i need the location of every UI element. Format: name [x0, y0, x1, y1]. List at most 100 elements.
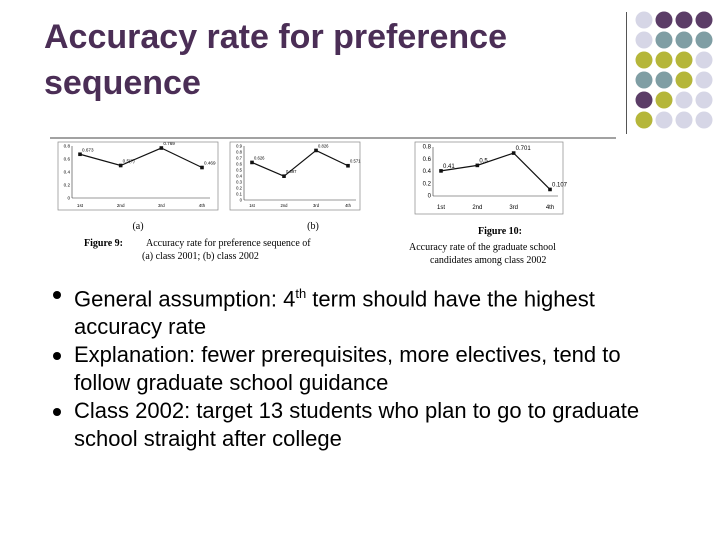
chart-y-tick-label: 0.6: [236, 162, 242, 167]
decor-dot: [675, 91, 693, 109]
bullet-text-cont: term should have the highest accuracy ra…: [74, 286, 595, 340]
decor-dot: [675, 71, 693, 89]
chart-y-tick-label: 0.8: [236, 150, 242, 155]
decor-dot: [675, 31, 693, 49]
chart-y-tick-label: 0: [240, 198, 243, 203]
decor-dot: [675, 51, 693, 69]
bullet-text: Explanation: fewer prerequisites, more e…: [74, 342, 621, 396]
chart-data-label: 0.5(?): [123, 159, 135, 164]
chart-x-tick-label: 1st: [77, 203, 84, 208]
chart-data-label: 0.571: [350, 159, 361, 164]
chart-data-label: 0.826: [318, 143, 329, 148]
chart-y-tick-label: 0.6: [64, 157, 71, 162]
decor-dot: [635, 11, 653, 29]
decor-dot: [635, 91, 653, 109]
chart-x-tick-label: 4th: [345, 203, 351, 208]
chart-data-point: [439, 169, 443, 173]
chart-x-tick-label: 1st: [437, 205, 445, 211]
decor-dot: [695, 111, 713, 129]
decor-dot: [635, 31, 653, 49]
chart-data-label: 0.769: [163, 141, 175, 146]
decor-dot: [655, 111, 673, 129]
chart-data-label: 0.701: [516, 146, 532, 152]
chart-x-tick-label: 3rd: [509, 205, 518, 211]
chart-data-point: [250, 160, 254, 165]
chart-y-tick-label: 0.2: [64, 183, 71, 188]
chart-x-tick-label: 3rd: [158, 203, 165, 208]
chart-y-tick-label: 0.6: [423, 157, 432, 163]
chart-data-point: [200, 165, 204, 170]
figure9-caption-line2: (a) class 2001; (b) class 2002: [142, 251, 259, 262]
bullet-item-assumption: General assumption: 4th term should have…: [50, 280, 650, 341]
chart-y-tick-label: 0.4: [64, 170, 71, 175]
decor-dot: [635, 111, 653, 129]
decor-dot: [675, 11, 693, 29]
decor-dot: [635, 51, 653, 69]
decor-dot: [635, 71, 653, 89]
title-divider: [626, 12, 627, 134]
figure10-label: Figure 10:: [478, 226, 522, 237]
figure9-caption-line1: Accuracy rate for preference sequence of: [146, 238, 311, 249]
figure-image: 0.8 0.6 0.4 0.2 0 1st 2nd 3rd 4th 0.673 0.5(?) 0.76…: [50, 137, 616, 266]
chart-x-tick-label: 2nd: [117, 203, 125, 208]
chart-x-tick-label: 4th: [199, 203, 206, 208]
panel-fig10-frame: [414, 141, 564, 215]
chart-y-tick-label: 0: [428, 194, 432, 200]
decor-dot: [655, 11, 673, 29]
chart-y-tick-label: 0: [67, 196, 70, 201]
chart-data-label: 0.626: [254, 155, 265, 160]
chart-x-tick-label: 4th: [546, 205, 554, 211]
decor-dot: [655, 51, 673, 69]
chart-y-tick-label: 0.2: [236, 186, 242, 191]
chart-series-line: [251, 149, 349, 177]
decor-dot: [675, 111, 693, 129]
chart-y-tick-label: 0.5: [236, 168, 242, 173]
chart-y-tick-label: 0.7: [236, 156, 242, 161]
decor-dot: [695, 91, 713, 109]
bullet-list: General assumption: 4th term should have…: [50, 280, 650, 453]
bullet-text: Class 2002: target 13 students who plan …: [74, 398, 640, 452]
chart-data-point: [548, 187, 552, 192]
bullet-item-class2002: Class 2002: target 13 students who plan …: [50, 397, 650, 453]
figure9-label: Figure 9:: [84, 238, 123, 249]
bullet-text: General assumption: 4: [74, 286, 296, 312]
chart-data-point: [159, 146, 164, 150]
chart-data-label: 0.5: [479, 158, 488, 164]
chart-data-label: 0.673: [82, 147, 94, 152]
chart-y-tick-label: 0.1: [236, 192, 242, 197]
decor-dot: [695, 11, 713, 29]
decor-dot: [655, 71, 673, 89]
subcaption-a: (a): [132, 221, 143, 232]
decor-dot: [695, 51, 713, 69]
bullet-dot-icon: [53, 352, 61, 361]
chart-y-tick-label: 0.2: [423, 181, 432, 187]
chart-series-line: [79, 147, 203, 169]
chart-data-point: [511, 151, 516, 155]
chart-x-tick-label: 2nd: [472, 205, 482, 211]
panel-b-frame: [229, 141, 361, 211]
decorative-dot-grid: [635, 11, 713, 129]
slide-title: Accuracy rate for preference sequence: [44, 18, 508, 102]
decor-dot: [655, 91, 673, 109]
figure10-caption-line1: Accuracy rate of the graduate school: [409, 242, 556, 253]
chart-x-tick-label: 2nd: [281, 203, 289, 208]
bullet-item-explanation: Explanation: fewer prerequisites, more e…: [50, 341, 650, 397]
chart-y-tick-label: 0.9: [236, 144, 242, 149]
chart-data-point: [282, 174, 286, 178]
chart-series-line: [440, 152, 551, 190]
decor-dot: [695, 31, 713, 49]
decor-dot: [655, 31, 673, 49]
chart-data-point: [346, 163, 350, 168]
chart-data-point: [118, 163, 123, 168]
chart-x-tick-label: 3rd: [313, 203, 320, 208]
figure10-caption-line2: candidates among class 2002: [430, 255, 546, 266]
chart-data-label: 0.107: [552, 182, 568, 188]
chart-y-tick-label: 0.4: [236, 174, 242, 179]
chart-data-label: 0.469: [204, 161, 216, 166]
bullet-superscript: th: [295, 286, 307, 301]
chart-data-point: [314, 148, 318, 153]
bullet-dot-icon: [53, 291, 61, 299]
bullet-dot-icon: [53, 408, 61, 417]
chart-data-point: [78, 152, 82, 157]
chart-data-label: 0.397: [286, 169, 297, 174]
